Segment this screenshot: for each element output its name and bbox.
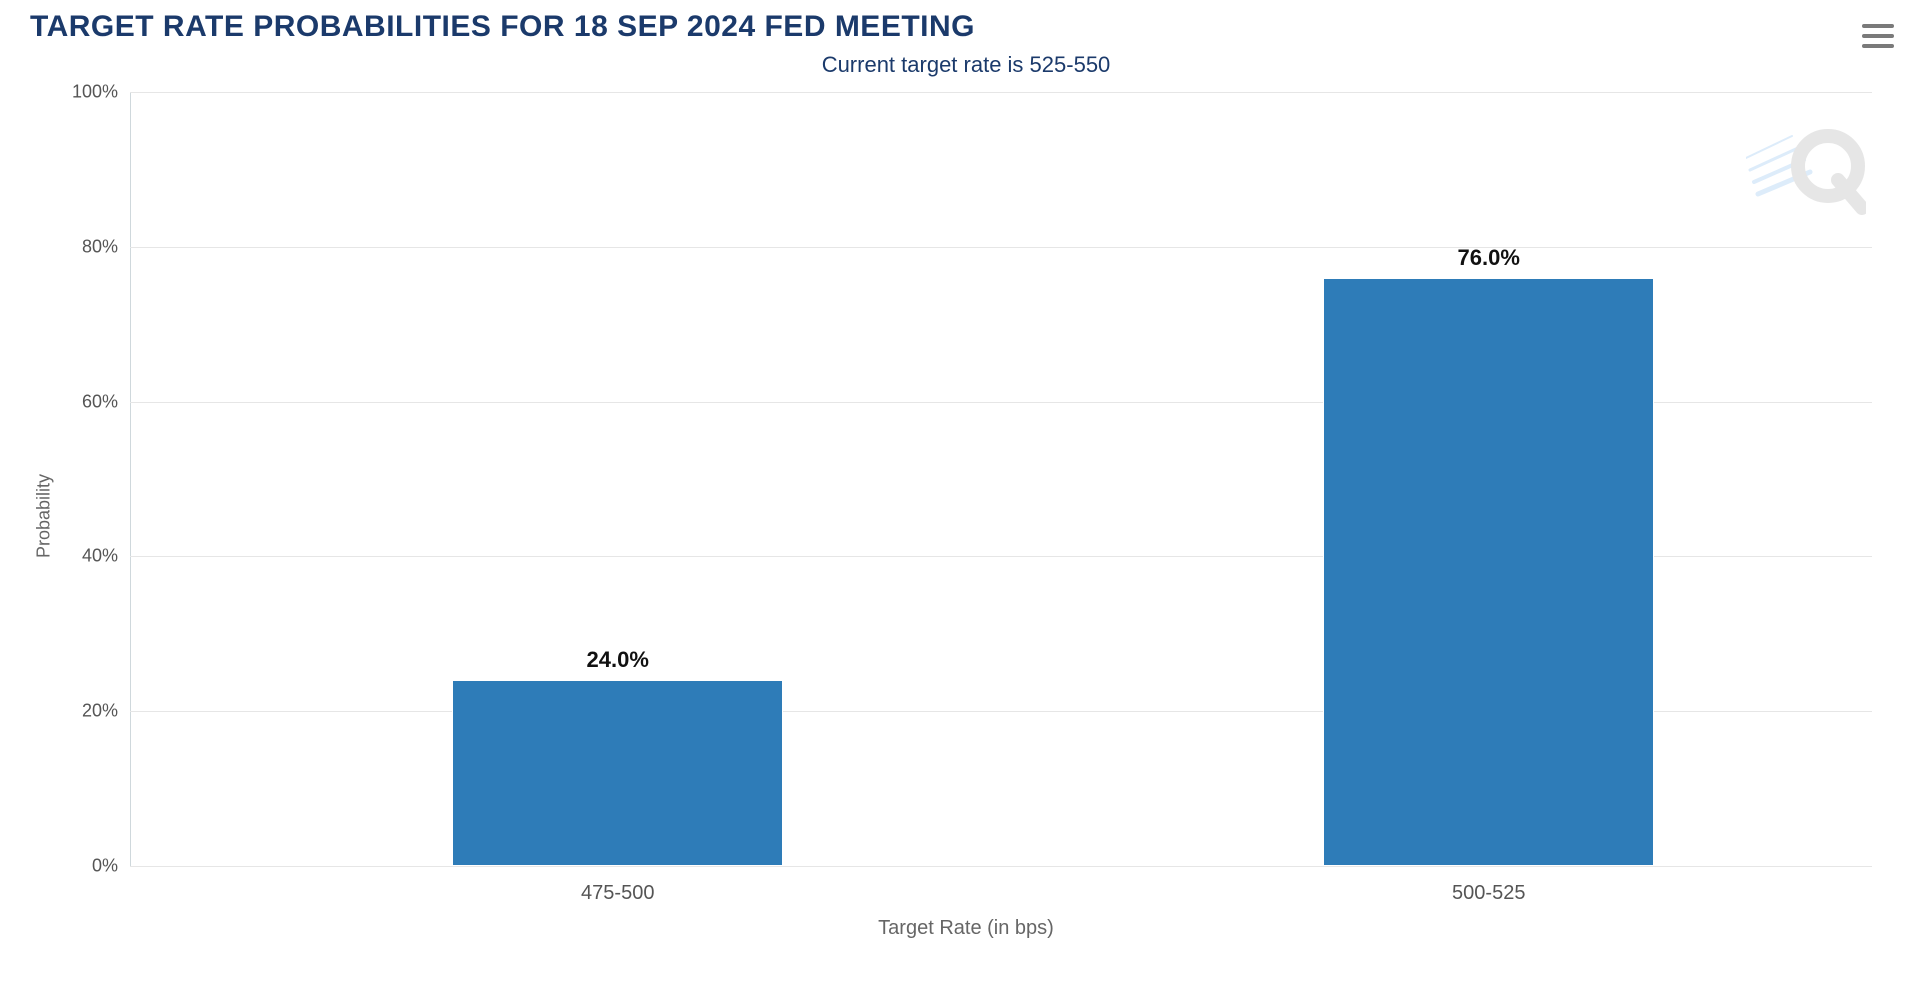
plot-area: 0%20%40%60%80%100%24.0%475-50076.0%500-5… <box>130 92 1872 866</box>
x-tick-label: 475-500 <box>581 882 654 905</box>
y-tick-label: 100% <box>72 82 118 103</box>
bar[interactable]: 24.0% <box>452 680 783 866</box>
y-tick-label: 20% <box>82 701 118 722</box>
gridline <box>130 866 1872 867</box>
bar[interactable]: 76.0% <box>1323 278 1654 866</box>
chart-subtitle: Current target rate is 525-550 <box>0 52 1932 78</box>
gridline <box>130 247 1872 248</box>
gridline <box>130 92 1872 93</box>
bar-value-label: 76.0% <box>1458 245 1520 271</box>
y-tick-label: 0% <box>92 856 118 877</box>
y-axis-line <box>130 92 131 866</box>
chart-title: TARGET RATE PROBABILITIES FOR 18 SEP 202… <box>30 10 975 44</box>
y-axis-label: Probability <box>34 474 55 558</box>
y-tick-label: 80% <box>82 236 118 257</box>
y-tick-label: 60% <box>82 391 118 412</box>
x-axis-label: Target Rate (in bps) <box>878 917 1054 940</box>
hamburger-menu-icon[interactable] <box>1862 24 1894 48</box>
chart-container: Probability 0%20%40%60%80%100%24.0%475-5… <box>30 86 1902 946</box>
watermark-logo <box>1746 116 1866 216</box>
x-tick-label: 500-525 <box>1452 882 1525 905</box>
y-tick-label: 40% <box>82 546 118 567</box>
bar-value-label: 24.0% <box>587 647 649 673</box>
